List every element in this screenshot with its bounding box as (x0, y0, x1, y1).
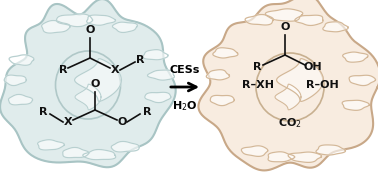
Polygon shape (295, 15, 323, 26)
Text: H$_2$O: H$_2$O (172, 99, 198, 113)
Polygon shape (75, 84, 101, 110)
Text: R: R (39, 107, 47, 117)
Polygon shape (245, 15, 273, 25)
Polygon shape (241, 146, 268, 156)
Polygon shape (213, 48, 238, 58)
Polygon shape (42, 20, 70, 33)
Polygon shape (275, 84, 301, 110)
Polygon shape (349, 75, 375, 86)
Polygon shape (38, 140, 64, 150)
Polygon shape (198, 0, 378, 170)
Polygon shape (4, 75, 26, 86)
Polygon shape (0, 0, 176, 167)
Polygon shape (342, 100, 369, 110)
Polygon shape (147, 70, 174, 80)
Text: OH: OH (304, 62, 322, 72)
Text: X: X (64, 117, 72, 127)
Text: CESs: CESs (170, 65, 200, 75)
Polygon shape (112, 22, 137, 32)
Polygon shape (9, 55, 34, 65)
Text: R: R (143, 107, 151, 117)
Text: O: O (280, 22, 290, 32)
Polygon shape (87, 15, 116, 25)
Polygon shape (268, 152, 294, 162)
Polygon shape (206, 70, 229, 80)
Polygon shape (288, 152, 322, 162)
Text: O: O (85, 25, 94, 35)
Text: O: O (117, 117, 127, 127)
Text: R: R (136, 55, 144, 65)
Polygon shape (210, 95, 234, 106)
Polygon shape (111, 141, 139, 152)
Polygon shape (83, 149, 116, 160)
Text: R–OH: R–OH (306, 80, 338, 90)
Polygon shape (74, 59, 121, 101)
Text: X: X (111, 65, 119, 75)
Polygon shape (316, 145, 345, 155)
Text: CO$_2$: CO$_2$ (278, 116, 302, 130)
Polygon shape (145, 92, 171, 103)
Polygon shape (63, 147, 89, 158)
Polygon shape (265, 9, 303, 21)
Text: R: R (59, 65, 67, 75)
Text: R–XH: R–XH (242, 80, 274, 90)
Polygon shape (342, 52, 368, 62)
Text: R: R (253, 62, 261, 72)
Polygon shape (143, 50, 168, 60)
Polygon shape (57, 14, 93, 27)
Text: O: O (90, 79, 100, 89)
Polygon shape (277, 59, 324, 101)
Polygon shape (323, 22, 348, 32)
Polygon shape (8, 94, 33, 105)
